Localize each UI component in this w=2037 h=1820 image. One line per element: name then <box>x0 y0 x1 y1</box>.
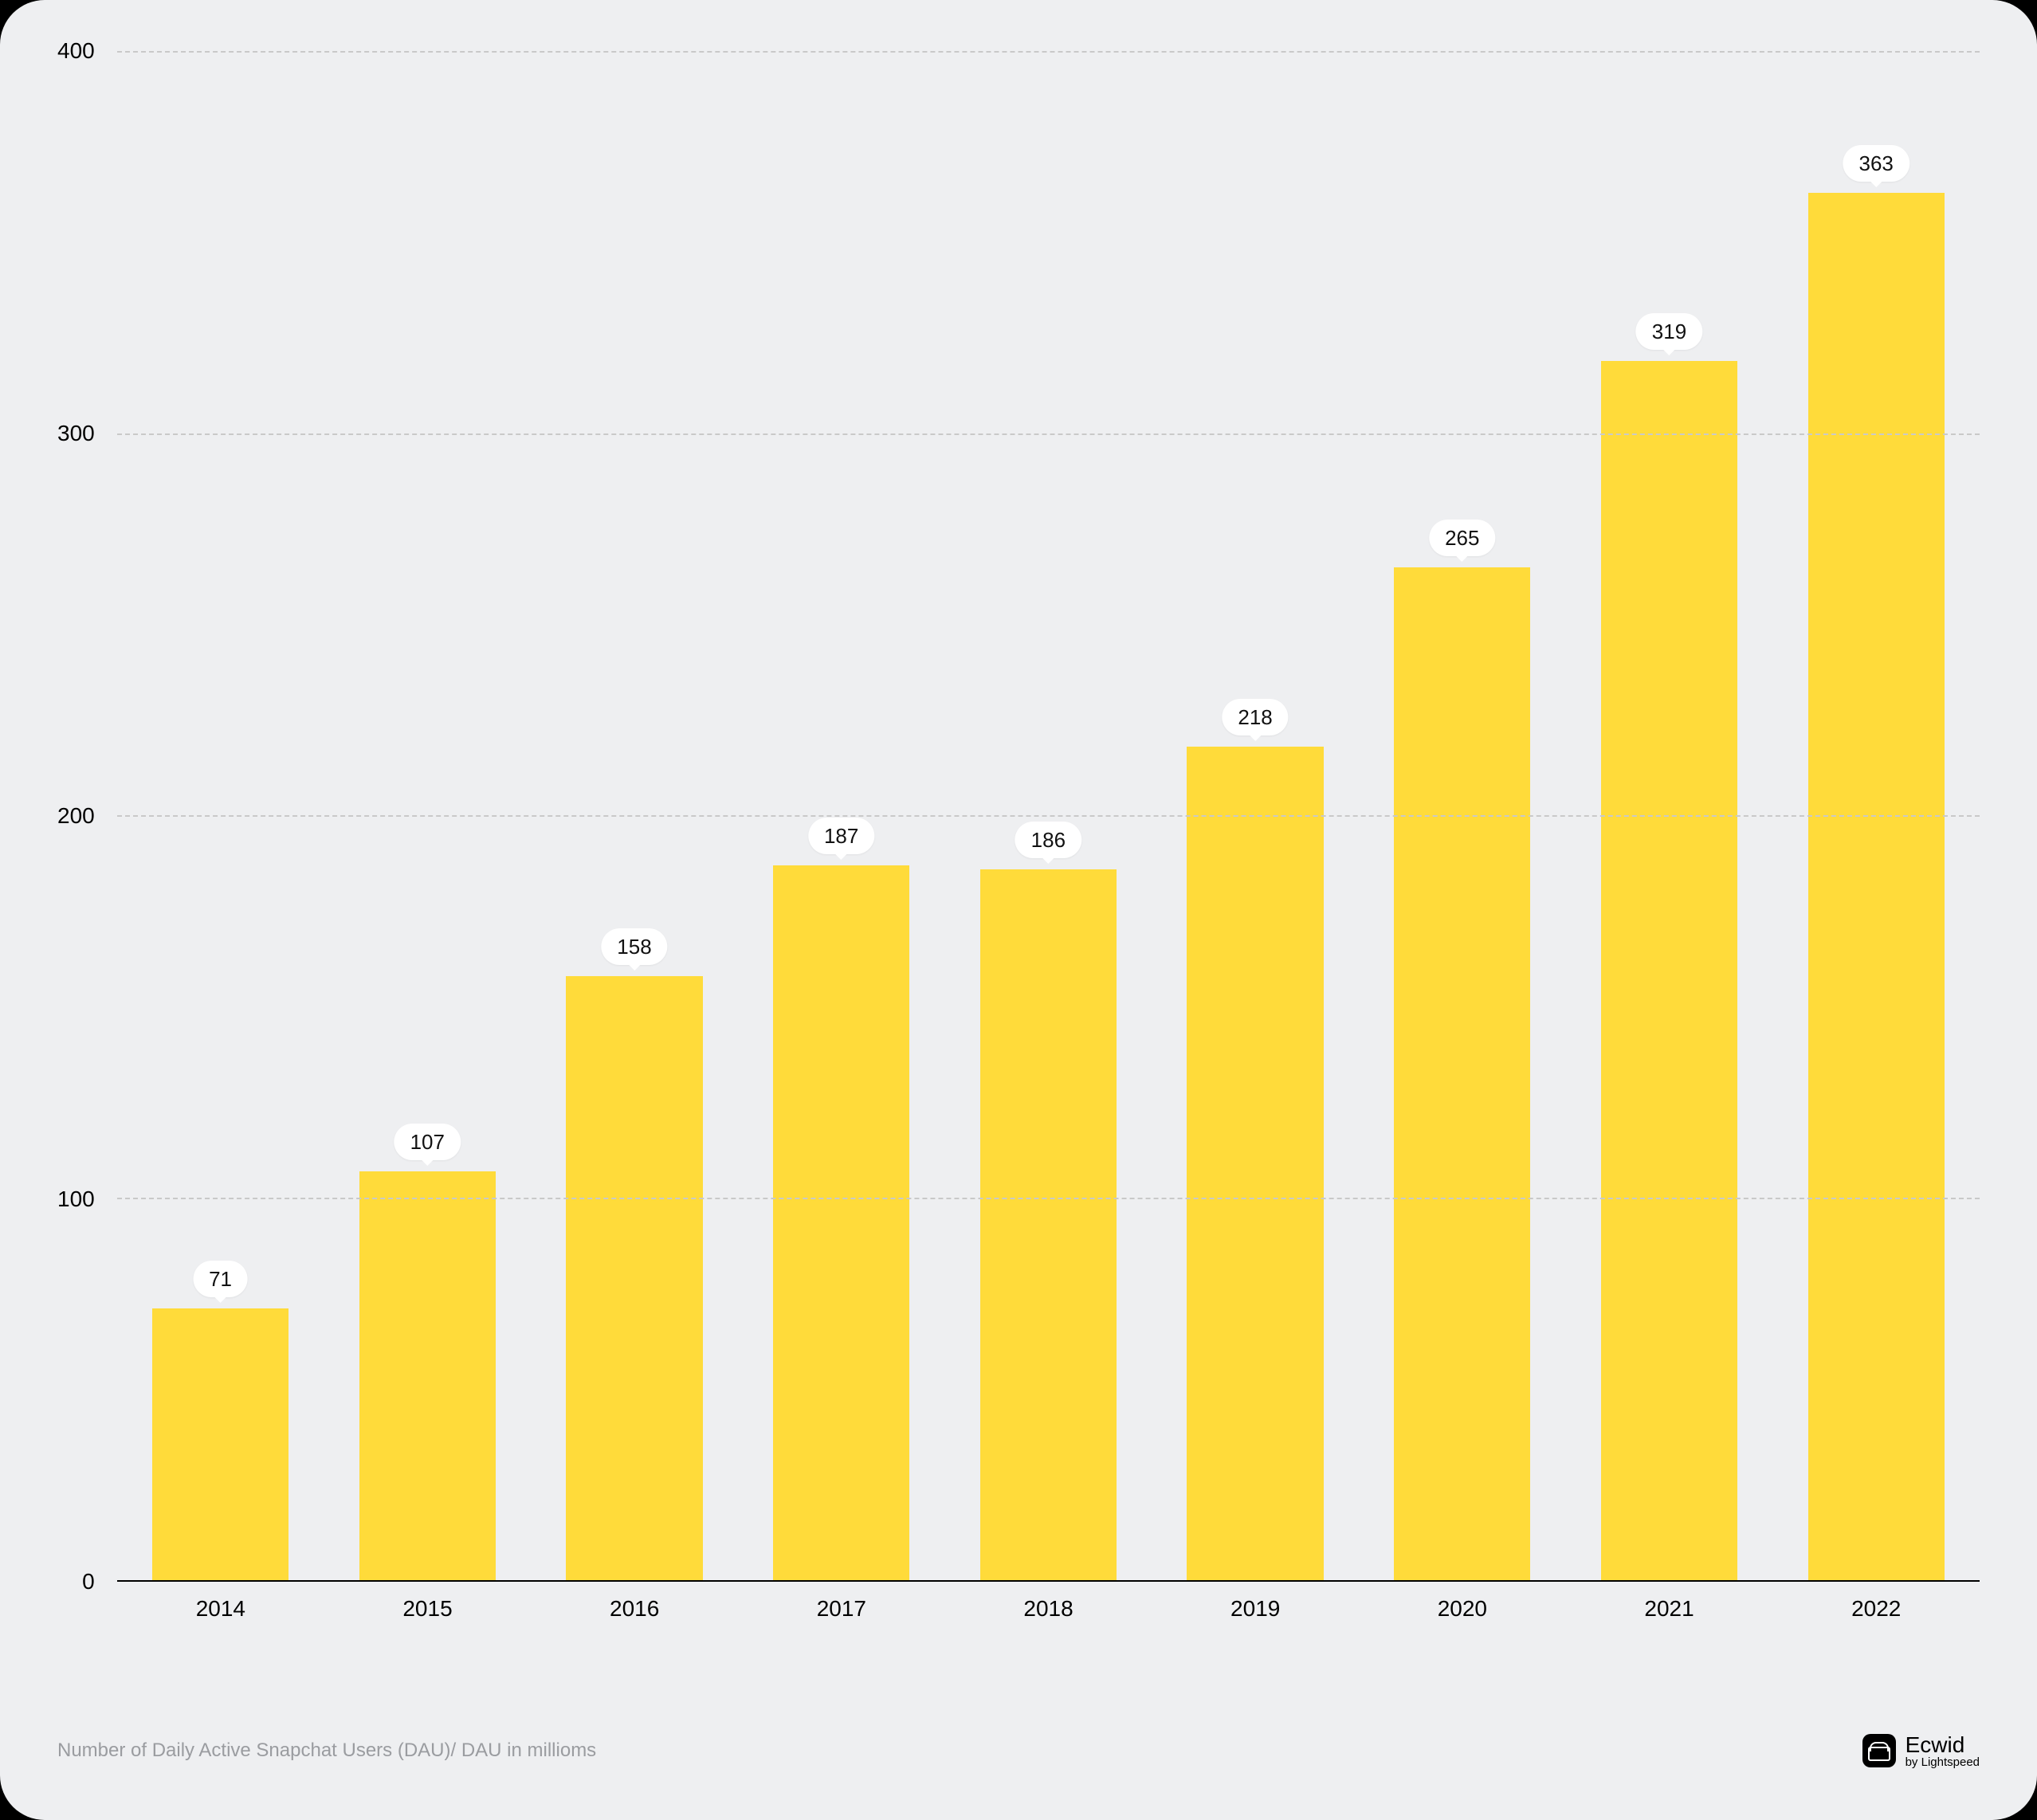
x-tick-label: 2015 <box>324 1596 532 1622</box>
plot-area: 71 107 158 187 186 218 265 319 363 <box>117 51 1980 1582</box>
bar-value-label: 158 <box>601 928 667 965</box>
y-axis: 4003002001000 <box>57 51 117 1582</box>
bar: 363 <box>1808 193 1945 1580</box>
bar-value-label: 319 <box>1636 313 1702 350</box>
bar: 107 <box>359 1171 496 1580</box>
brand-text: Ecwid by Lightspeed <box>1906 1733 1980 1769</box>
x-axis-row: 201420152016201720182019202020212022 <box>57 1582 1980 1622</box>
bar-value-label: 107 <box>394 1124 461 1160</box>
x-tick-label: 2016 <box>531 1596 738 1622</box>
chart-footer: Number of Daily Active Snapchat Users (D… <box>57 1733 1980 1769</box>
bar-value-label: 71 <box>193 1261 248 1297</box>
bar: 218 <box>1187 747 1323 1580</box>
bar: 187 <box>773 865 909 1580</box>
bar-value-label: 218 <box>1222 699 1288 735</box>
bar-value-label: 186 <box>1015 822 1081 858</box>
gridline <box>117 815 1980 817</box>
brand-mark: Ecwid by Lightspeed <box>1862 1733 1980 1769</box>
x-tick-label: 2020 <box>1359 1596 1566 1622</box>
bar: 71 <box>152 1308 288 1580</box>
gridline <box>117 51 1980 53</box>
x-tick-label: 2019 <box>1152 1596 1359 1622</box>
bar: 265 <box>1394 567 1530 1580</box>
gridline <box>117 1198 1980 1199</box>
chart-caption: Number of Daily Active Snapchat Users (D… <box>57 1740 596 1762</box>
brand-name: Ecwid <box>1906 1733 1980 1756</box>
x-tick-label: 2014 <box>117 1596 324 1622</box>
chart-area: 4003002001000 71 107 158 187 186 218 265 319 363… <box>57 51 1980 1622</box>
bar: 186 <box>980 869 1117 1580</box>
x-tick-label: 2021 <box>1566 1596 1773 1622</box>
bar-value-label: 187 <box>808 818 874 854</box>
x-tick-label: 2018 <box>945 1596 1152 1622</box>
x-tick-label: 2017 <box>738 1596 945 1622</box>
bar-value-label: 363 <box>1843 145 1909 182</box>
bar: 158 <box>566 976 702 1580</box>
x-axis: 201420152016201720182019202020212022 <box>117 1582 1980 1622</box>
plot-row: 4003002001000 71 107 158 187 186 218 265 319 363 <box>57 51 1980 1582</box>
brand-subtitle: by Lightspeed <box>1906 1756 1980 1769</box>
chart-card: 4003002001000 71 107 158 187 186 218 265 319 363… <box>0 0 2037 1820</box>
brand-cart-icon <box>1862 1734 1896 1767</box>
bar: 319 <box>1601 361 1737 1580</box>
bar-value-label: 265 <box>1429 520 1495 556</box>
x-tick-label: 2022 <box>1772 1596 1980 1622</box>
gridline <box>117 433 1980 435</box>
